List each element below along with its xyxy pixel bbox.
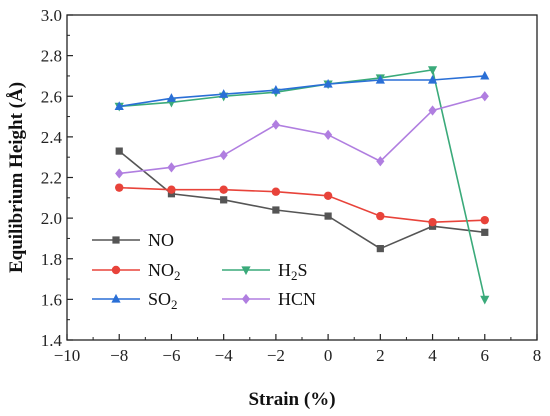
legend-label: H2S bbox=[278, 260, 308, 283]
x-tick-label: −4 bbox=[215, 346, 234, 365]
data-point-no bbox=[481, 228, 489, 236]
y-tick-label: 2.0 bbox=[41, 209, 62, 228]
data-point-hcn bbox=[376, 156, 385, 167]
data-point-so2 bbox=[480, 70, 490, 80]
data-point-no2 bbox=[480, 215, 489, 225]
series-line-so2 bbox=[119, 75, 485, 108]
x-tick-label: 8 bbox=[533, 346, 542, 365]
data-point-no bbox=[376, 244, 384, 253]
data-point-no2 bbox=[167, 185, 176, 194]
data-point-h2s bbox=[427, 66, 438, 75]
data-point-so2 bbox=[271, 85, 281, 94]
data-point-no2 bbox=[219, 185, 228, 194]
x-tick-label: −2 bbox=[267, 346, 285, 365]
legend-label: NO2 bbox=[148, 260, 181, 283]
series-line-hcn bbox=[119, 95, 485, 175]
x-tick-label: 0 bbox=[324, 346, 333, 365]
data-point-so2 bbox=[375, 74, 385, 84]
axes: −10 −8 −6 −4 −2 0 2 4 6 8 1.4 1.6 1.8 2.0 2.2 2.4 2.6 2.8… bbox=[6, 6, 541, 410]
series-line-no bbox=[118, 150, 485, 250]
data-point-hcn bbox=[219, 150, 228, 161]
series-group bbox=[114, 66, 490, 305]
legend-entry-so2: SO2 bbox=[92, 289, 178, 312]
data-point-hcn bbox=[167, 162, 176, 173]
data-point-so2 bbox=[219, 89, 229, 98]
series-line-no2 bbox=[119, 186, 485, 223]
legend-marker bbox=[241, 293, 251, 305]
legend-entry-no2: NO2 bbox=[92, 260, 181, 283]
data-point-hcn bbox=[428, 105, 437, 116]
data-point-hcn bbox=[324, 129, 333, 140]
data-point-no2 bbox=[323, 191, 333, 200]
legend-entry-h2s: H2S bbox=[222, 260, 308, 283]
legend-marker bbox=[241, 266, 251, 276]
series-so2 bbox=[114, 70, 490, 111]
legend-label: NO bbox=[148, 230, 174, 250]
y-axis-title: Equilibrium Height (Å) bbox=[6, 82, 27, 273]
data-point-hcn bbox=[115, 168, 124, 179]
x-tick-label: 2 bbox=[376, 346, 385, 365]
series-no2 bbox=[115, 183, 489, 227]
legend-marker bbox=[112, 236, 120, 244]
series-hcn bbox=[115, 91, 489, 179]
x-tick-label: −10 bbox=[54, 346, 81, 365]
legend-marker bbox=[111, 265, 121, 275]
data-point-no bbox=[272, 206, 280, 214]
y-tick-label: 1.6 bbox=[41, 290, 62, 309]
data-point-hcn bbox=[480, 91, 489, 102]
x-tick-label: −6 bbox=[162, 346, 180, 365]
data-point-so2 bbox=[427, 74, 438, 84]
legend-label: HCN bbox=[278, 289, 316, 309]
data-point-no bbox=[115, 147, 123, 155]
legend-label: SO2 bbox=[148, 289, 178, 312]
data-point-h2s bbox=[480, 295, 490, 305]
data-point-so2 bbox=[323, 78, 333, 88]
y-tick-label: 2.2 bbox=[41, 169, 62, 188]
y-tick-label: 2.8 bbox=[41, 47, 62, 66]
data-point-no bbox=[220, 196, 228, 204]
x-tick-label: −8 bbox=[110, 346, 128, 365]
y-tick-label: 2.6 bbox=[41, 87, 62, 106]
data-point-no2 bbox=[115, 183, 124, 192]
data-point-no2 bbox=[428, 217, 437, 227]
y-tick-label: 1.8 bbox=[41, 250, 62, 269]
x-tick-label: 6 bbox=[481, 346, 490, 365]
y-tick-label: 1.4 bbox=[41, 331, 63, 350]
legend-marker bbox=[111, 293, 121, 303]
legend-entry-no: NO bbox=[92, 230, 174, 250]
series-line-h2s bbox=[119, 68, 486, 300]
data-point-so2 bbox=[166, 93, 177, 102]
data-point-so2 bbox=[114, 101, 124, 111]
y-tick-label: 3.0 bbox=[41, 6, 62, 25]
data-point-no2 bbox=[271, 187, 281, 196]
y-tick-label: 2.4 bbox=[41, 128, 63, 147]
data-point-no2 bbox=[376, 211, 385, 221]
data-point-hcn bbox=[271, 119, 280, 130]
data-point-no bbox=[324, 212, 332, 220]
legend-entry-hcn: HCN bbox=[222, 289, 316, 309]
x-axis-title: Strain (%) bbox=[248, 389, 335, 410]
x-tick-label: 4 bbox=[428, 346, 437, 365]
legend: NO NO2 H2S SO2 HCN bbox=[92, 230, 316, 312]
